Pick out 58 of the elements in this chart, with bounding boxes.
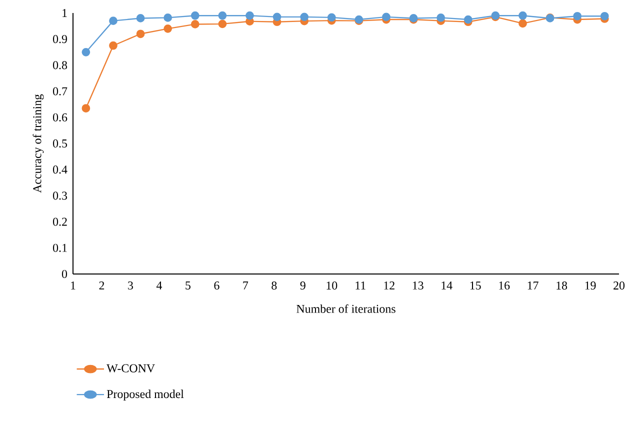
- y-tick-label: 1: [62, 9, 67, 17]
- point: [82, 48, 90, 56]
- point: [136, 14, 145, 22]
- x-tick-label: 14: [442, 282, 452, 290]
- point: [218, 20, 227, 28]
- x-tick-label: 8: [272, 282, 277, 290]
- legend-label: W-CONV: [106, 364, 155, 372]
- point: [518, 19, 527, 28]
- x-tick-label: 20: [614, 282, 625, 290]
- x-tick-label: 3: [128, 282, 133, 290]
- y-tick-label: 0.8: [52, 61, 68, 70]
- x-tick-label: 18: [556, 282, 568, 290]
- x-tick-label: 4: [156, 282, 162, 290]
- point: [327, 13, 336, 22]
- x-tick-label: 17: [528, 282, 538, 290]
- point: [190, 11, 200, 20]
- point: [272, 12, 282, 22]
- point: [246, 11, 254, 20]
- x-tick-label: 15: [470, 282, 481, 290]
- point: [600, 12, 609, 20]
- x-tick-label: 12: [384, 282, 394, 290]
- x-tick-label: 9: [300, 282, 306, 290]
- point: [136, 30, 145, 38]
- point: [518, 11, 527, 20]
- x-tick-label: 11: [356, 282, 366, 290]
- x-tick-label: 6: [214, 282, 220, 290]
- x-tick-label: 5: [186, 282, 190, 290]
- y-tick-label: 0.6: [52, 113, 68, 122]
- point: [573, 12, 582, 20]
- point: [300, 12, 309, 22]
- y-tick-label: 0.3: [52, 192, 68, 200]
- y-tick-label: 0: [62, 270, 68, 278]
- x-axis-title: Number of iterations: [296, 304, 396, 313]
- point: [218, 11, 227, 20]
- point: [436, 14, 446, 22]
- y-axis-title: Accuracy of training: [32, 94, 44, 193]
- point: [382, 12, 390, 22]
- x-tick-label: 10: [326, 282, 338, 290]
- x-tick-label: 1: [71, 282, 76, 290]
- point: [164, 24, 172, 33]
- point: [464, 15, 472, 24]
- x-tick-label: 16: [499, 282, 510, 290]
- x-tick-label: 2: [99, 282, 104, 290]
- y-tick-label: 0.7: [52, 87, 68, 96]
- point: [82, 104, 90, 112]
- y-tick-label: 0.9: [52, 35, 67, 44]
- y-tick-label: 0.2: [52, 218, 67, 226]
- x-tick-label: 19: [585, 282, 596, 290]
- point: [109, 16, 118, 26]
- legend-label: Proposed model: [106, 390, 184, 401]
- point: [164, 14, 172, 22]
- point: [109, 41, 118, 50]
- point: [190, 20, 200, 28]
- x-tick-label: 13: [412, 282, 424, 290]
- y-tick-label: 0.1: [52, 244, 67, 252]
- y-tick-label: 0.5: [52, 139, 68, 148]
- y-tick-label: 0.4: [52, 166, 68, 174]
- x-tick-label: 7: [243, 282, 248, 290]
